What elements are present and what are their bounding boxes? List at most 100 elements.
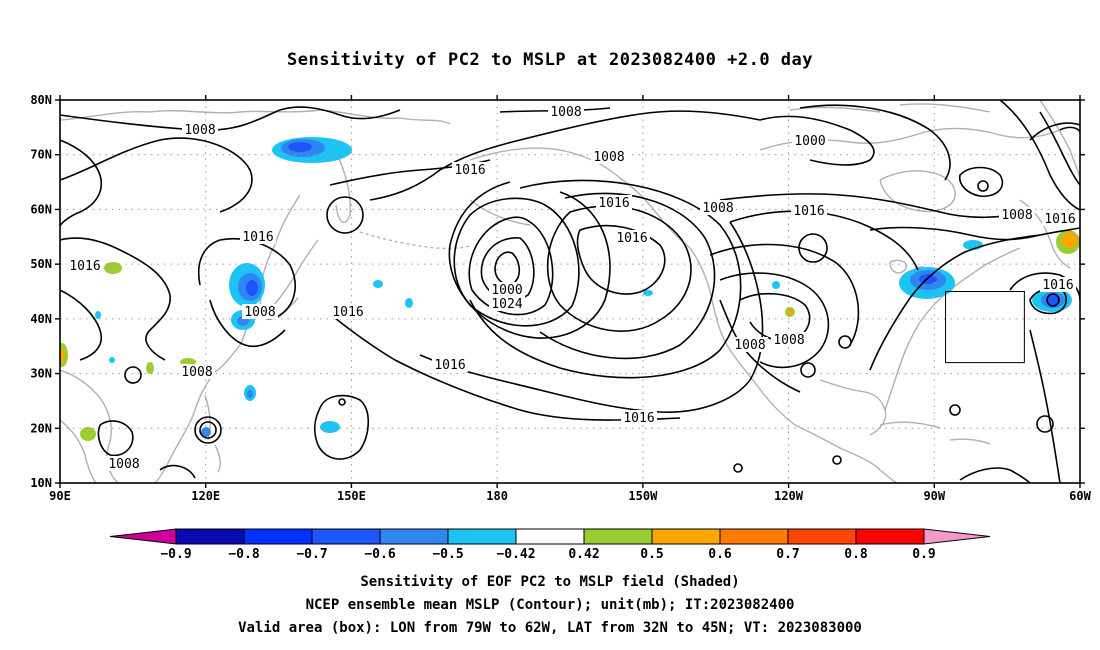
- colorbar-segment: [515, 528, 585, 545]
- contour-label-bg: [330, 304, 366, 319]
- colorbar-tick-label: 0.8: [844, 547, 868, 562]
- contour-label: 1016: [242, 230, 273, 245]
- colorbar-tick-label: −0.6: [364, 547, 395, 562]
- lon-tick-label: 60W: [1069, 489, 1091, 503]
- colorbar-segment: [583, 528, 653, 545]
- contour-label: 1000: [491, 283, 522, 298]
- contour-label: 1016: [1042, 278, 1073, 293]
- valid-area-box: [945, 291, 1025, 364]
- contour-label-bg: [771, 332, 807, 347]
- caption-line-1: Sensitivity of EOF PC2 to MSLP field (Sh…: [360, 574, 740, 590]
- contour-label-bg: [596, 195, 632, 210]
- contour-label-bg: [791, 203, 827, 218]
- colorbar-tick-label: 0.9: [912, 547, 935, 562]
- caption-line-2: NCEP ensemble mean MSLP (Contour); unit(…: [305, 597, 795, 613]
- lon-tick-label: 120E: [191, 489, 220, 503]
- lon-tick-label: 90E: [49, 489, 71, 503]
- contour-label: 1008: [702, 201, 733, 216]
- colorbar-tick-label: 0.5: [640, 547, 663, 562]
- contour-label-bg: [1042, 211, 1078, 226]
- colorbar-tick-label: −0.42: [496, 547, 535, 562]
- colorbar-high-triangle: [923, 528, 991, 545]
- contour-label: 1016: [434, 358, 465, 373]
- lat-tick-label: 10N: [30, 476, 52, 490]
- colorbar-tick-label: −0.8: [228, 547, 259, 562]
- contour-label: 1016: [616, 231, 647, 246]
- contour-label: 1016: [1044, 212, 1075, 227]
- lon-tick-label: 120W: [774, 489, 804, 503]
- contour-labels: 1008 1016 1016 1008 1016 1000 1016 1008 1016 1016…: [67, 104, 1078, 472]
- contour-label: 1024: [491, 297, 522, 312]
- contour-label: 1000: [794, 134, 825, 149]
- caption-line-3: Valid area (box): LON from 79W to 62W, L…: [238, 620, 862, 636]
- contour-label: 1008: [244, 305, 275, 320]
- contour-label-bg: [792, 133, 828, 148]
- contour-label-bg: [489, 282, 525, 297]
- colorbar-tick-label: 0.6: [708, 547, 732, 562]
- contour-label: 1016: [69, 259, 100, 274]
- lat-tick-label: 70N: [30, 148, 52, 162]
- colorbar-low-triangle: [109, 528, 177, 545]
- contour-label: 1008: [773, 333, 804, 348]
- lat-tick-label: 20N: [30, 421, 52, 435]
- contour-label-bg: [548, 104, 584, 119]
- contour-label-bg: [242, 304, 278, 319]
- colorbar-segment: [651, 528, 721, 545]
- sensitivity-shading: [60, 137, 1080, 441]
- contour-label-bg: [999, 207, 1035, 222]
- colorbar-segment: [311, 528, 381, 545]
- colorbar-segment: [243, 528, 313, 545]
- contour-label: 1016: [332, 305, 363, 320]
- contour-label-bg: [432, 357, 468, 372]
- lat-tick-label: 50N: [30, 257, 52, 271]
- contour-label: 1008: [1001, 208, 1032, 223]
- lat-tick-label: 80N: [30, 93, 52, 107]
- lat-tick-label: 40N: [30, 312, 52, 326]
- colorbar-tick-label: 0.42: [568, 547, 599, 562]
- lon-tick-label: 90W: [923, 489, 945, 503]
- lat-tick-label: 30N: [30, 367, 52, 381]
- lat-tick-label: 60N: [30, 202, 52, 216]
- coastlines: [60, 100, 1080, 483]
- plot-frame: [59, 99, 1081, 484]
- colorbar: −0.9 −0.8 −0.7 −0.6 −0.5 −0.42 0.42 0.5 0.6 0.7 0.…: [109, 528, 991, 562]
- colorbar-tick-label: 0.7: [776, 547, 799, 562]
- contour-label: 1008: [550, 105, 581, 120]
- contour-label: 1008: [184, 123, 215, 138]
- colorbar-tick-label: −0.5: [432, 547, 463, 562]
- contour-label: 1016: [454, 163, 485, 178]
- axes: 10N 20N 30N 40N 50N 60N 70N 80N 90E 120E 150E 180 15…: [30, 93, 1091, 503]
- lon-tick-label: 150E: [337, 489, 366, 503]
- lon-tick-label: 180: [486, 489, 508, 503]
- valid-area-rect: [945, 291, 1025, 364]
- colorbar-segment: [719, 528, 789, 545]
- contour-label-bg: [614, 230, 650, 245]
- colorbar-tick-label: −0.7: [296, 547, 327, 562]
- contour-label-bg: [489, 296, 525, 311]
- contour-label-bg: [240, 229, 276, 244]
- contour-label-bg: [452, 162, 488, 177]
- contour-label: 1008: [181, 365, 212, 380]
- contour-label-bg: [621, 410, 657, 425]
- contour-label-bg: [179, 364, 215, 379]
- contour-label-bg: [1040, 277, 1076, 292]
- contour-label: 1016: [623, 411, 654, 426]
- colorbar-segment: [447, 528, 517, 545]
- map-title: Sensitivity of PC2 to MSLP at 2023082400…: [286, 50, 813, 70]
- contour-label-bg: [67, 258, 103, 273]
- contour-label-bg: [106, 456, 142, 471]
- colorbar-segment: [855, 528, 925, 545]
- contour-label-bg: [182, 122, 218, 137]
- contour-label-bg: [591, 149, 627, 164]
- contour-label: 1016: [598, 196, 629, 211]
- contour-label: 1008: [734, 338, 765, 353]
- colorbar-tick-label: −0.9: [160, 547, 191, 562]
- colorbar-segment: [787, 528, 857, 545]
- colorbar-segment: [175, 528, 245, 545]
- contour-label-bg: [732, 337, 768, 352]
- colorbar-segment: [379, 528, 449, 545]
- contour-label: 1008: [108, 457, 139, 472]
- contour-label: 1008: [593, 150, 624, 165]
- contour-label-bg: [700, 200, 736, 215]
